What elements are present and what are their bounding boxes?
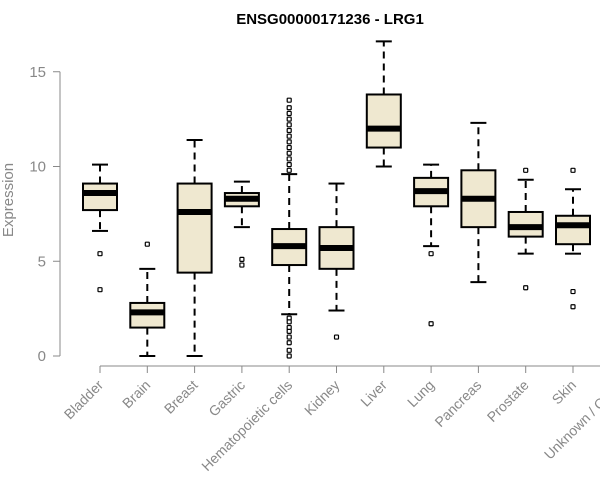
x-tick-label-brain: Brain: [119, 377, 153, 411]
x-tick-label-breast: Breast: [161, 377, 201, 417]
box-brain: [129, 241, 166, 357]
outlier-point: [570, 304, 576, 310]
outlier-point: [286, 116, 292, 122]
outlier-point: [523, 167, 529, 173]
outlier-point: [523, 285, 529, 291]
box-rect: [176, 182, 213, 274]
x-tick-label-hematopoietic-cells: Hematopoietic cells: [198, 377, 295, 474]
outlier-point: [286, 347, 292, 353]
outlier-point: [239, 256, 245, 262]
outlier-point: [286, 334, 292, 340]
outlier-point: [286, 97, 292, 103]
y-tick-label-0: 0: [38, 348, 46, 365]
outlier-point: [286, 340, 292, 346]
outlier-point: [97, 287, 103, 293]
plot-area: [82, 40, 591, 359]
x-tick-label-prostate: Prostate: [484, 377, 532, 425]
y-tick-label-15: 15: [29, 64, 46, 81]
x-tick-label-liver: Liver: [357, 377, 390, 410]
box-rect: [555, 214, 591, 246]
outlier-point: [286, 144, 292, 151]
box-rect: [365, 93, 402, 149]
y-tick-label-5: 5: [38, 253, 46, 270]
box-liver: [365, 40, 402, 168]
x-tick-label-lung: Lung: [404, 377, 437, 410]
box-kidney: [318, 182, 355, 340]
chart-title: ENSG00000171236 - LRG1: [236, 11, 424, 28]
outlier-point: [428, 251, 434, 257]
box-rect: [82, 182, 118, 212]
outlier-point: [570, 288, 576, 295]
x-tick-label-bladder: Bladder: [61, 377, 107, 423]
outlier-point: [286, 139, 292, 145]
outlier-point: [286, 319, 292, 325]
outlier-point: [97, 251, 103, 257]
outlier-point: [286, 150, 292, 156]
x-tick-label-skin: Skin: [549, 377, 580, 408]
outlier-point: [333, 334, 340, 340]
box-prostate: [507, 167, 544, 291]
outlier-point: [239, 262, 245, 268]
box-skin: [555, 167, 591, 310]
box-bladder: [82, 163, 118, 293]
x-tick-label-gastric: Gastric: [205, 377, 248, 420]
outlier-point: [286, 353, 292, 359]
outlier-point: [286, 127, 292, 134]
outlier-point: [286, 167, 292, 173]
x-tick-label-pancreas: Pancreas: [431, 377, 484, 430]
y-axis: 0 5 10 15: [29, 64, 61, 365]
outlier-point: [428, 321, 434, 327]
outlier-point: [144, 241, 150, 247]
x-tick-label-kidney: Kidney: [301, 377, 343, 419]
outlier-point: [286, 110, 292, 117]
outlier-point: [286, 162, 292, 168]
box-breast: [176, 138, 213, 357]
y-axis-label: Expression: [0, 163, 17, 237]
y-tick-label-10: 10: [29, 159, 46, 176]
outlier-point: [286, 122, 292, 128]
box-gastric: [223, 180, 260, 268]
outlier-point: [570, 167, 576, 173]
outlier-point: [286, 105, 292, 111]
outlier-point: [286, 133, 292, 139]
box-lung: [413, 163, 450, 327]
box-hematopoietic-cells: [271, 97, 308, 359]
box-pancreas: [460, 121, 497, 284]
outlier-point: [286, 328, 292, 334]
outlier-point: [286, 156, 292, 162]
